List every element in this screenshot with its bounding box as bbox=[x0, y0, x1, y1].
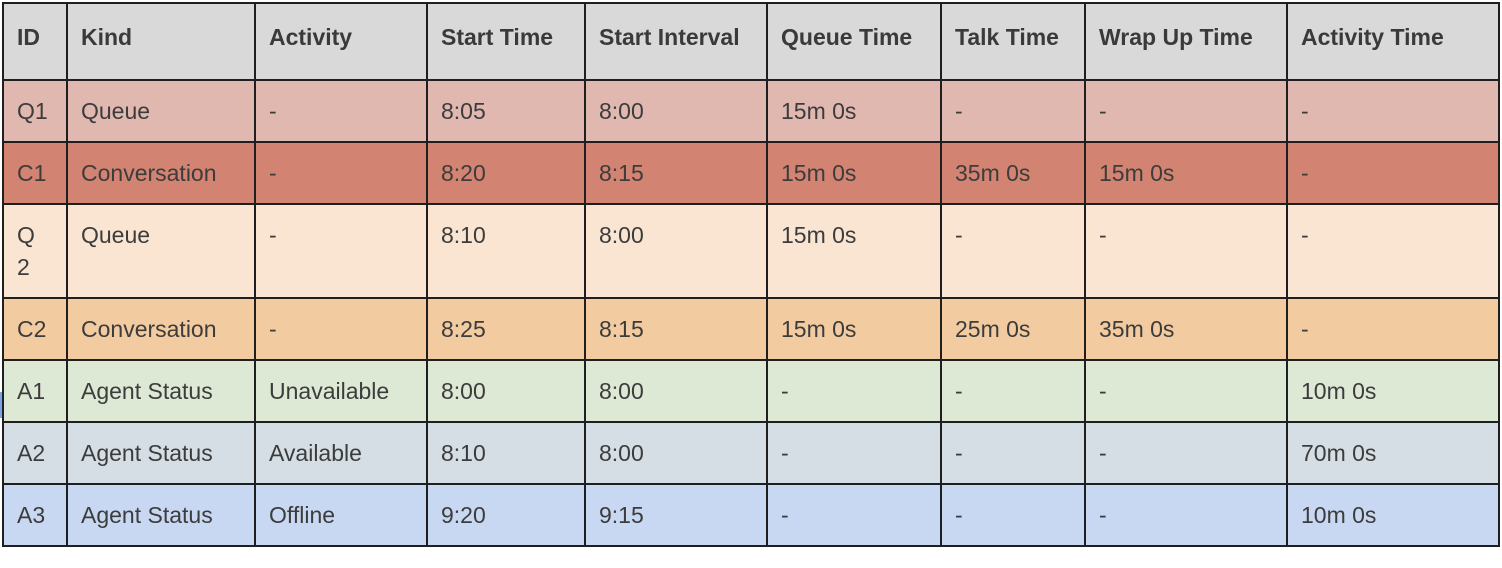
cell-kind[interactable]: Conversation bbox=[66, 141, 256, 205]
cell-activity-time[interactable]: - bbox=[1286, 297, 1500, 361]
cell-queue-time[interactable]: 15m 0s bbox=[766, 203, 942, 299]
cell-activity-time[interactable]: 10m 0s bbox=[1286, 359, 1500, 423]
cell-talk-time[interactable]: - bbox=[940, 79, 1086, 143]
header-activity-time[interactable]: Activity Time bbox=[1286, 2, 1500, 81]
cell-wrap-up-time[interactable]: 15m 0s bbox=[1084, 141, 1288, 205]
cell-talk-time[interactable]: - bbox=[940, 483, 1086, 547]
header-start-interval[interactable]: Start Interval bbox=[584, 2, 768, 81]
cell-id[interactable]: Q1 bbox=[2, 79, 68, 143]
cell-queue-time[interactable]: - bbox=[766, 483, 942, 547]
cell-start-time[interactable]: 9:20 bbox=[426, 483, 586, 547]
cell-activity-time[interactable]: - bbox=[1286, 79, 1500, 143]
header-queue-time[interactable]: Queue Time bbox=[766, 2, 942, 81]
cell-queue-time[interactable]: 15m 0s bbox=[766, 141, 942, 205]
cell-start-interval[interactable]: 8:00 bbox=[584, 203, 768, 299]
cell-id[interactable]: A3 bbox=[2, 483, 68, 547]
cell-wrap-up-time[interactable]: - bbox=[1084, 203, 1288, 299]
cell-wrap-up-time[interactable]: - bbox=[1084, 79, 1288, 143]
cell-activity[interactable]: - bbox=[254, 297, 428, 361]
cell-start-time[interactable]: 8:20 bbox=[426, 141, 586, 205]
cell-activity-time[interactable]: 10m 0s bbox=[1286, 483, 1500, 547]
cell-kind[interactable]: Agent Status bbox=[66, 421, 256, 485]
table-row: Q 2 Queue - 8:10 8:00 15m 0s - - - bbox=[2, 203, 1500, 299]
cell-start-interval[interactable]: 9:15 bbox=[584, 483, 768, 547]
table-row: A3 Agent Status Offline 9:20 9:15 - - - … bbox=[2, 483, 1500, 547]
cell-talk-time[interactable]: 35m 0s bbox=[940, 141, 1086, 205]
table-row: A2 Agent Status Available 8:10 8:00 - - … bbox=[2, 421, 1500, 485]
cell-id[interactable]: A2 bbox=[2, 421, 68, 485]
cell-queue-time[interactable]: 15m 0s bbox=[766, 297, 942, 361]
cell-activity[interactable]: Available bbox=[254, 421, 428, 485]
cell-start-time[interactable]: 8:10 bbox=[426, 421, 586, 485]
cell-start-time[interactable]: 8:05 bbox=[426, 79, 586, 143]
cell-talk-time[interactable]: 25m 0s bbox=[940, 297, 1086, 361]
header-wrap-up-time[interactable]: Wrap Up Time bbox=[1084, 2, 1288, 81]
table-row: Q1 Queue - 8:05 8:00 15m 0s - - - bbox=[2, 79, 1500, 143]
cell-queue-time[interactable]: 15m 0s bbox=[766, 79, 942, 143]
header-id[interactable]: ID bbox=[2, 2, 68, 81]
header-activity[interactable]: Activity bbox=[254, 2, 428, 81]
cell-activity-time[interactable]: 70m 0s bbox=[1286, 421, 1500, 485]
cell-wrap-up-time[interactable]: - bbox=[1084, 483, 1288, 547]
table-row: C1 Conversation - 8:20 8:15 15m 0s 35m 0… bbox=[2, 141, 1500, 205]
cell-kind[interactable]: Agent Status bbox=[66, 483, 256, 547]
cell-talk-time[interactable]: - bbox=[940, 421, 1086, 485]
cell-id[interactable]: A1 bbox=[2, 359, 68, 423]
cell-kind[interactable]: Agent Status bbox=[66, 359, 256, 423]
cell-talk-time[interactable]: - bbox=[940, 359, 1086, 423]
cell-talk-time[interactable]: - bbox=[940, 203, 1086, 299]
cell-start-time[interactable]: 8:10 bbox=[426, 203, 586, 299]
cell-kind[interactable]: Queue bbox=[66, 79, 256, 143]
table-row: C2 Conversation - 8:25 8:15 15m 0s 25m 0… bbox=[2, 297, 1500, 361]
cell-queue-time[interactable]: - bbox=[766, 421, 942, 485]
cell-start-interval[interactable]: 8:15 bbox=[584, 297, 768, 361]
cell-activity[interactable]: - bbox=[254, 141, 428, 205]
cell-start-interval[interactable]: 8:00 bbox=[584, 359, 768, 423]
cell-wrap-up-time[interactable]: - bbox=[1084, 359, 1288, 423]
cell-activity[interactable]: - bbox=[254, 203, 428, 299]
cell-id[interactable]: C1 bbox=[2, 141, 68, 205]
header-row: ID Kind Activity Start Time Start Interv… bbox=[2, 2, 1500, 81]
table-row: A1 Agent Status Unavailable 8:00 8:00 - … bbox=[2, 359, 1500, 423]
cell-start-interval[interactable]: 8:00 bbox=[584, 79, 768, 143]
cell-activity[interactable]: Unavailable bbox=[254, 359, 428, 423]
cell-wrap-up-time[interactable]: - bbox=[1084, 421, 1288, 485]
cell-start-interval[interactable]: 8:00 bbox=[584, 421, 768, 485]
cell-kind[interactable]: Queue bbox=[66, 203, 256, 299]
cell-activity[interactable]: Offline bbox=[254, 483, 428, 547]
cell-start-interval[interactable]: 8:15 bbox=[584, 141, 768, 205]
header-start-time[interactable]: Start Time bbox=[426, 2, 586, 81]
cell-id[interactable]: Q 2 bbox=[2, 203, 68, 299]
cell-wrap-up-time[interactable]: 35m 0s bbox=[1084, 297, 1288, 361]
cell-start-time[interactable]: 8:25 bbox=[426, 297, 586, 361]
cell-activity-time[interactable]: - bbox=[1286, 203, 1500, 299]
activity-table: ID Kind Activity Start Time Start Interv… bbox=[2, 2, 1500, 547]
cell-queue-time[interactable]: - bbox=[766, 359, 942, 423]
header-talk-time[interactable]: Talk Time bbox=[940, 2, 1086, 81]
cell-id[interactable]: C2 bbox=[2, 297, 68, 361]
cell-kind[interactable]: Conversation bbox=[66, 297, 256, 361]
cell-start-time[interactable]: 8:00 bbox=[426, 359, 586, 423]
header-kind[interactable]: Kind bbox=[66, 2, 256, 81]
cell-activity[interactable]: - bbox=[254, 79, 428, 143]
cell-activity-time[interactable]: - bbox=[1286, 141, 1500, 205]
